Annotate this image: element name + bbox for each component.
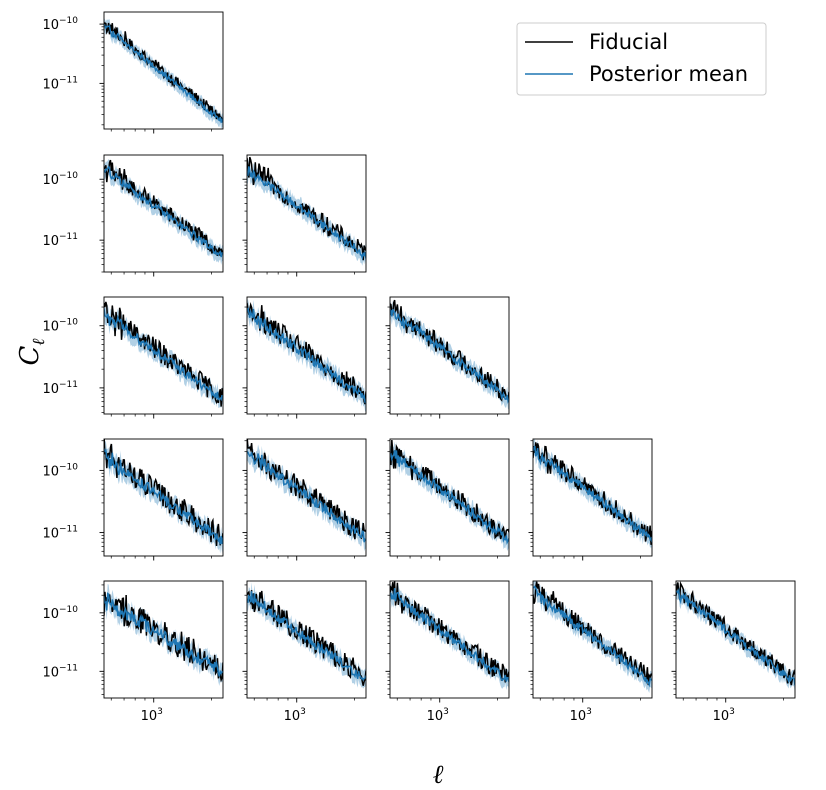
posterior-mean-line (104, 592, 223, 677)
panel-frame (532, 438, 653, 557)
panel-frame (246, 580, 367, 699)
x-tick-label: 103 (713, 707, 735, 724)
posterior-mean-line (104, 448, 223, 545)
legend: Fiducial Posterior mean (516, 22, 767, 96)
panel-frame (246, 296, 367, 415)
fiducial-line (390, 299, 509, 402)
panel-frame (532, 580, 653, 699)
x-tick-label: 103 (284, 707, 306, 724)
y-tick-label: 10−11 (42, 232, 78, 249)
fiducial-line (390, 581, 509, 683)
y-tick-label: 10−11 (42, 380, 78, 397)
panel-frame (246, 438, 367, 557)
posterior-mean-line (247, 307, 366, 404)
panel-r4-c2: 103 (385, 580, 510, 724)
posterior-mean-line (247, 591, 366, 682)
x-tick-label: 103 (141, 707, 163, 724)
panel-r0-c0: 10−10 10−11 (42, 11, 224, 134)
fiducial-line (247, 156, 366, 261)
y-tick-label: 10−10 (42, 16, 78, 33)
panel-frame (103, 296, 224, 415)
y-tick-label: 10−11 (42, 525, 78, 542)
posterior-mean-line (390, 588, 509, 683)
posterior-mean-line (390, 450, 509, 545)
fiducial-line (104, 439, 223, 547)
fiducial-line (390, 439, 509, 540)
panel-r4-c4: 103 (671, 580, 796, 724)
posterior-mean-line (247, 166, 366, 261)
panel-grid: 10−10 10−11 10−10 10−11 10−10 10−11 10−10 10−11… (42, 11, 796, 724)
x-tick-label: 103 (570, 707, 592, 724)
fiducial-line (104, 301, 223, 407)
posterior-mean-line (104, 23, 223, 123)
panel-r1-c1 (242, 154, 367, 277)
fiducial-line (247, 590, 366, 686)
legend-label-fiducial: Fiducial (589, 30, 668, 54)
panel-r4-c3: 103 (528, 580, 653, 724)
y-axis-label-subscript: ℓ (29, 339, 49, 346)
fiducial-line (247, 301, 366, 405)
panel-frame (675, 580, 796, 699)
panel-r2-c1 (242, 296, 367, 419)
y-axis-label: Cℓ (15, 339, 49, 366)
panel-r4-c1: 103 (242, 580, 367, 724)
panel-frame (103, 11, 224, 130)
panel-frame (389, 296, 510, 415)
y-tick-label: 10−10 (42, 318, 78, 335)
posterior-mean-line (104, 308, 223, 402)
panel-r3-c1 (242, 438, 367, 561)
panel-r3-c0: 10−10 10−11 (42, 438, 224, 561)
panel-frame (389, 580, 510, 699)
panel-frame (103, 580, 224, 699)
x-tick-label: 103 (427, 707, 449, 724)
panel-frame (103, 154, 224, 273)
panel-frame (389, 438, 510, 557)
posterior-mean-line (247, 450, 366, 543)
y-tick-label: 10−11 (42, 75, 78, 92)
panel-r3-c2 (385, 438, 510, 561)
y-tick-label: 10−11 (42, 663, 78, 680)
y-tick-label: 10−10 (42, 605, 78, 622)
posterior-mean-line (533, 445, 652, 543)
panel-r2-c0: 10−10 10−11 (42, 296, 224, 419)
panel-r3-c3 (528, 438, 653, 561)
panel-r1-c0: 10−10 10−11 (42, 154, 224, 277)
panel-frame (103, 438, 224, 557)
legend-frame (516, 22, 767, 96)
y-tick-label: 10−10 (42, 462, 78, 479)
legend-label-posterior-mean: Posterior mean (589, 62, 748, 86)
y-tick-label: 10−10 (42, 171, 78, 188)
panel-r2-c2 (385, 296, 510, 419)
posterior-mean-line (676, 587, 795, 686)
x-axis-label: ℓ (433, 760, 444, 790)
posterior-mean-line (390, 309, 509, 404)
posterior-mean-line (104, 165, 223, 258)
panel-frame (246, 154, 367, 273)
posterior-mean-line (533, 585, 652, 688)
panel-r4-c0: 103 10−10 10−11 (42, 580, 224, 724)
